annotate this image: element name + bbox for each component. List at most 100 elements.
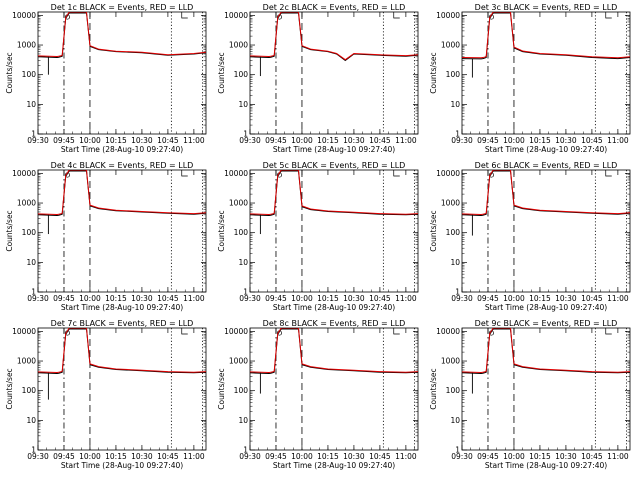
y-tick-label: 100	[446, 228, 461, 237]
x-tick-label: 09:30	[451, 294, 473, 303]
panel-8: 1 10 100 1000 10000 09:30 09:45 10:00 10:15 10:30…	[217, 319, 419, 470]
x-tick-label: 10:45	[581, 136, 603, 145]
lld-line	[38, 12, 206, 58]
y-tick-label: 10000	[12, 327, 36, 336]
lld-line	[462, 12, 630, 59]
x-tick-label: 10:15	[529, 136, 551, 145]
x-tick-label: 10:00	[79, 136, 101, 145]
x-tick-label: 10:15	[317, 294, 339, 303]
y-tick-label: 1	[243, 130, 248, 139]
y-tick-label: 1000	[441, 41, 460, 50]
x-tick-label: 09:30	[27, 294, 49, 303]
bracket-marker	[181, 12, 188, 19]
x-tick-label: 11:00	[395, 294, 417, 303]
plot-frame	[37, 11, 207, 135]
x-tick-label: 10:45	[369, 136, 391, 145]
y-tick-label: 100	[234, 386, 249, 395]
x-axis-label: Start Time (28-Aug-10 09:27:40)	[485, 461, 607, 470]
panel-title: Det 9c BLACK = Events, RED = LLD	[475, 319, 618, 328]
panel-7: 1 10 100 1000 10000 09:30 09:45 10:00 10:15 10:30…	[5, 319, 207, 470]
y-tick-label: 1	[243, 288, 248, 297]
panel-5: 1 10 100 1000 10000 09:30 09:45 10:00 10:15 10:30…	[217, 161, 419, 312]
panel-title: Det 8c BLACK = Events, RED = LLD	[263, 319, 406, 328]
x-tick-label: 11:00	[183, 294, 205, 303]
y-tick-label: 1000	[229, 199, 248, 208]
y-tick-label: 10	[450, 258, 460, 267]
x-tick-label: 11:00	[395, 452, 417, 461]
panel-3: 1 10 100 1000 10000 09:30 09:45 10:00 10:15 10:30…	[429, 3, 631, 154]
x-tick-label: 09:30	[27, 452, 49, 461]
x-axis-label: Start Time (28-Aug-10 09:27:40)	[61, 145, 183, 154]
events-line	[462, 170, 630, 217]
x-tick-label: 10:00	[503, 452, 525, 461]
y-axis-label: Counts/sec	[429, 52, 438, 93]
lld-line	[250, 170, 418, 216]
y-tick-label: 1000	[229, 357, 248, 366]
y-tick-label: 10000	[224, 11, 248, 20]
x-tick-label: 09:45	[477, 294, 499, 303]
y-axis-label: Counts/sec	[429, 210, 438, 251]
plot-frame	[37, 327, 207, 451]
x-axis-label: Start Time (28-Aug-10 09:27:40)	[273, 461, 395, 470]
x-tick-label: 10:15	[529, 294, 551, 303]
y-axis-label: Counts/sec	[5, 210, 14, 251]
y-tick-label: 10000	[12, 169, 36, 178]
y-tick-label: 1000	[229, 41, 248, 50]
x-tick-label: 10:30	[343, 294, 365, 303]
panel-title: Det 6c BLACK = Events, RED = LLD	[475, 161, 618, 170]
x-tick-label: 10:15	[105, 136, 127, 145]
x-tick-label: 11:00	[183, 452, 205, 461]
events-line	[250, 328, 418, 375]
x-tick-label: 09:45	[265, 452, 287, 461]
events-line	[462, 12, 630, 60]
x-tick-label: 10:00	[79, 294, 101, 303]
panel-9: 1 10 100 1000 10000 09:30 09:45 10:00 10:15 10:30…	[429, 319, 631, 470]
panel-6: 1 10 100 1000 10000 09:30 09:45 10:00 10:15 10:30…	[429, 161, 631, 312]
x-tick-label: 10:30	[131, 136, 153, 145]
y-tick-label: 100	[22, 70, 37, 79]
x-tick-label: 10:45	[581, 452, 603, 461]
y-tick-label: 10000	[224, 169, 248, 178]
plot-frame	[461, 11, 631, 135]
x-tick-label: 09:45	[53, 294, 75, 303]
lld-line	[462, 170, 630, 216]
panel-1: 1 10 100 1000 10000 09:30 09:45 10:00 10:15 10:30…	[5, 3, 207, 154]
y-tick-label: 1000	[17, 41, 36, 50]
y-tick-label: 10	[238, 258, 248, 267]
y-axis-label: Counts/sec	[5, 52, 14, 93]
y-tick-label: 10000	[436, 11, 460, 20]
y-tick-label: 1	[243, 446, 248, 455]
bracket-marker	[181, 328, 188, 335]
y-tick-label: 1000	[441, 199, 460, 208]
bracket-marker	[605, 12, 612, 19]
y-tick-label: 1000	[441, 357, 460, 366]
x-axis-label: Start Time (28-Aug-10 09:27:40)	[61, 303, 183, 312]
x-tick-label: 09:45	[265, 136, 287, 145]
bracket-marker	[605, 170, 612, 177]
y-axis-label: Counts/sec	[217, 210, 226, 251]
y-tick-label: 1	[31, 130, 36, 139]
panel-2: 1 10 100 1000 10000 09:30 09:45 10:00 10:15 10:30…	[217, 3, 419, 154]
plot-frame	[249, 327, 419, 451]
y-axis-label: Counts/sec	[429, 368, 438, 409]
x-tick-label: 09:30	[451, 136, 473, 145]
x-tick-label: 10:30	[131, 294, 153, 303]
y-tick-label: 100	[446, 386, 461, 395]
events-line	[38, 12, 206, 59]
y-tick-label: 10	[26, 258, 36, 267]
y-tick-label: 100	[22, 228, 37, 237]
panel-title: Det 1c BLACK = Events, RED = LLD	[51, 3, 194, 12]
x-tick-label: 10:15	[105, 452, 127, 461]
y-tick-label: 100	[446, 70, 461, 79]
bracket-marker	[181, 170, 188, 177]
events-line	[38, 170, 206, 217]
x-tick-label: 11:00	[607, 136, 629, 145]
bracket-marker	[393, 170, 400, 177]
plot-frame	[461, 169, 631, 293]
y-tick-label: 10000	[12, 11, 36, 20]
x-tick-label: 09:45	[477, 136, 499, 145]
x-tick-label: 09:30	[239, 136, 261, 145]
x-tick-label: 10:00	[291, 136, 313, 145]
x-tick-label: 11:00	[183, 136, 205, 145]
panel-title: Det 7c BLACK = Events, RED = LLD	[51, 319, 194, 328]
